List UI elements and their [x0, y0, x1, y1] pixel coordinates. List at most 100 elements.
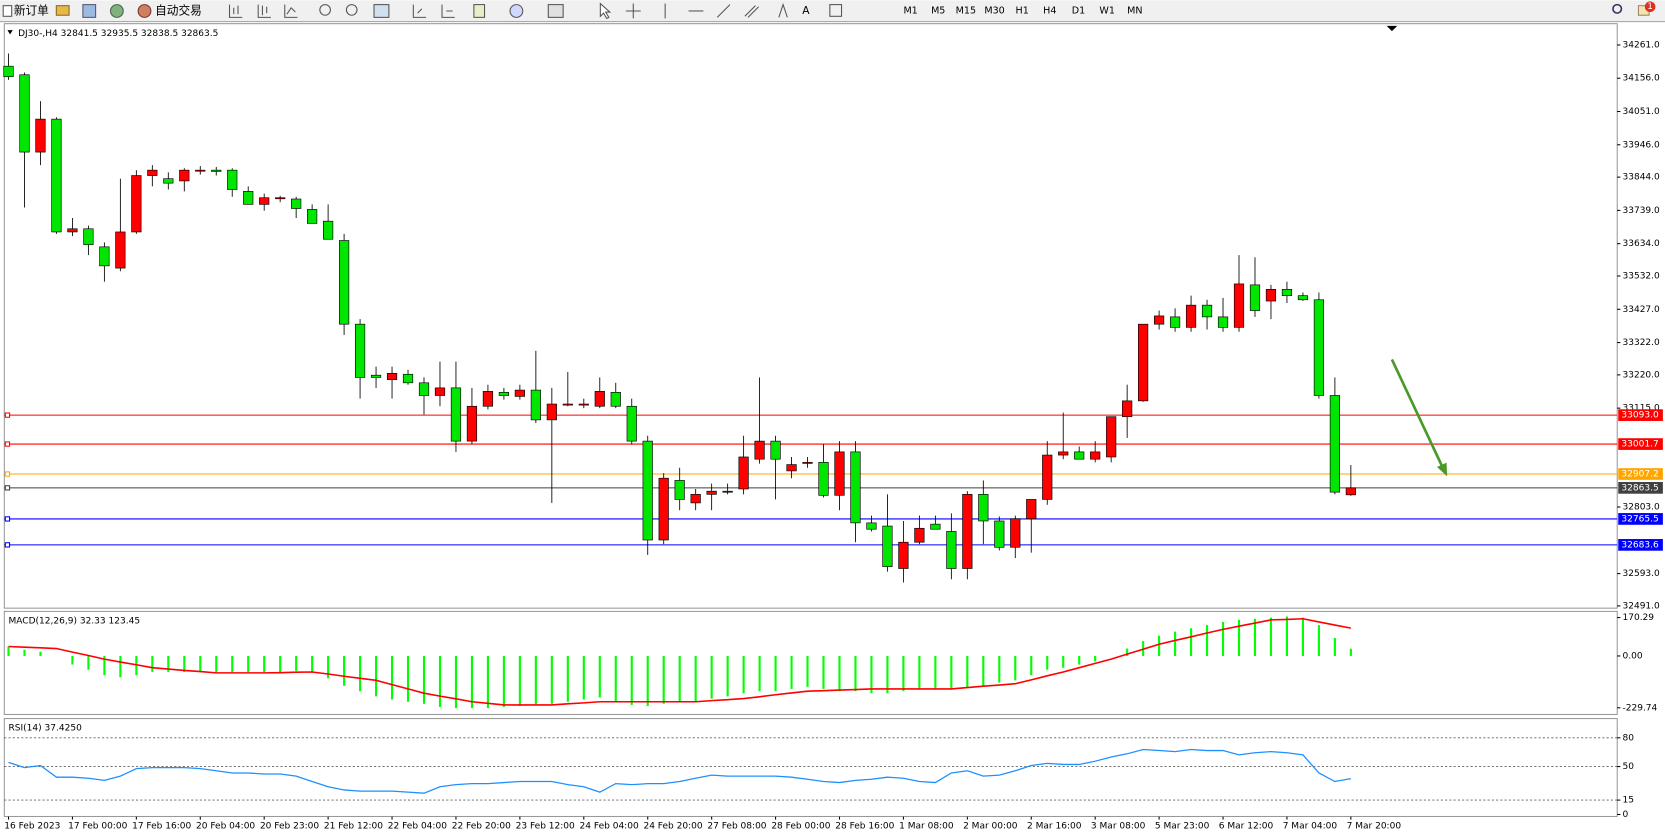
candle-body [930, 523, 941, 530]
x-tick-label: 1 Mar 08:00 [899, 821, 954, 831]
shift-marker [1386, 25, 1398, 32]
candle-body [211, 169, 222, 172]
candle-body [514, 389, 525, 397]
toolbar-icon[interactable] [82, 4, 97, 18]
y-tick-label: 33634.0 [1622, 239, 1660, 249]
panel-title: MACD(12,26,9) 32.33 123.45 [9, 616, 141, 626]
x-tick-label: 27 Feb 08:00 [707, 821, 766, 831]
new-order-icon[interactable] [2, 5, 13, 17]
y-tick-label: 34156.0 [1622, 74, 1660, 84]
candle-body [147, 169, 158, 176]
timeframe[interactable]: H4 [1043, 5, 1056, 16]
y-tick-label: 33427.0 [1622, 305, 1660, 315]
text-tool[interactable]: A [802, 4, 810, 17]
notification-count: 1 [1647, 2, 1652, 12]
candle-body [466, 405, 478, 442]
candle-body [914, 527, 925, 543]
candle-body [291, 198, 302, 209]
y-tick-label: 33220.0 [1622, 370, 1660, 380]
candle-body [1106, 416, 1117, 458]
level-label: 33093.0 [1621, 411, 1659, 421]
x-tick-label: 2 Mar 16:00 [1027, 821, 1082, 831]
candle-body [131, 175, 142, 233]
y-tick-label: 32803.0 [1622, 503, 1660, 513]
toolbar-icon[interactable] [55, 5, 70, 16]
x-tick-label: 3 Mar 08:00 [1091, 821, 1146, 831]
y-tick-label: 80 [1622, 733, 1634, 743]
candle-body [275, 197, 286, 200]
candle-body [690, 494, 701, 504]
y-tick-label: -229.74 [1622, 703, 1657, 713]
candle-body [658, 477, 669, 541]
candle-body [323, 220, 334, 240]
auto-trading[interactable]: 自动交易 [155, 3, 202, 17]
timeframe[interactable]: MN [1127, 5, 1142, 16]
candle-body [1185, 304, 1197, 328]
y-tick-label: 33739.0 [1622, 206, 1660, 216]
candle-body [642, 440, 653, 541]
notification-badge[interactable] [1644, 1, 1656, 13]
candle-body [962, 494, 973, 569]
candle-body [1122, 400, 1133, 418]
candle-body [594, 391, 605, 407]
timeframe[interactable]: D1 [1072, 5, 1085, 16]
level-label: 32863.5 [1621, 483, 1658, 493]
x-tick-label: 7 Mar 04:00 [1283, 821, 1338, 831]
tool-icons[interactable] [228, 2, 788, 20]
panel-title: DJ30-,H4 32841.5 32935.5 32838.5 32863.5 [18, 29, 218, 39]
candle-body [354, 323, 366, 378]
candle-body [1233, 283, 1245, 328]
level-label: 32765.5 [1621, 514, 1658, 524]
timeframe[interactable]: M15 [956, 5, 976, 16]
y-tick-label: 32491.0 [1622, 601, 1660, 611]
candle-body [1058, 451, 1069, 456]
candle-body [51, 118, 62, 233]
level-handle [4, 441, 11, 447]
y-tick-label: 33844.0 [1622, 173, 1660, 183]
y-tick-label: 34261.0 [1622, 40, 1660, 50]
candle-body [1154, 315, 1165, 325]
toolbar-icon[interactable] [109, 4, 124, 18]
y-tick-label: 0 [1622, 810, 1628, 820]
candle-body [227, 169, 238, 190]
new-order[interactable]: 新订单 [14, 3, 49, 17]
candle-body [99, 246, 110, 267]
y-tick-label: 34051.0 [1622, 107, 1660, 117]
timeframe[interactable]: M1 [903, 5, 917, 16]
panel-frame [3, 23, 1618, 609]
x-tick-label: 20 Feb 23:00 [260, 821, 319, 831]
candle-body [754, 440, 765, 460]
candle-body [1281, 288, 1293, 296]
x-tick-label: 23 Feb 12:00 [516, 821, 575, 831]
candle-body [1026, 499, 1037, 520]
timeframe[interactable]: M30 [984, 5, 1004, 16]
candle-body [1265, 288, 1277, 302]
candle-body [1345, 487, 1356, 496]
timeframe[interactable]: H1 [1016, 5, 1029, 16]
candle-body [1010, 518, 1021, 548]
candle-body [1138, 323, 1149, 402]
y-tick-label: 33115.0 [1622, 404, 1660, 414]
panel-frame [3, 610, 1618, 715]
candle-body [1313, 299, 1325, 396]
y-tick-label: 33946.0 [1622, 140, 1660, 150]
chart-area [0, 22, 1665, 838]
search-icon[interactable] [1612, 3, 1623, 14]
label-tool[interactable] [829, 4, 843, 17]
candle-body [866, 522, 877, 530]
candle-body [163, 178, 174, 184]
candle-body [450, 387, 462, 442]
timeframe[interactable]: M5 [931, 5, 945, 16]
level-handle [4, 412, 11, 418]
level-handle [4, 542, 11, 548]
timeframe[interactable]: W1 [1099, 5, 1115, 16]
x-tick-label: 28 Feb 16:00 [835, 821, 894, 831]
candle-body [546, 403, 557, 421]
y-tick-label: 0.00 [1622, 651, 1642, 661]
auto-trading-icon[interactable] [137, 4, 152, 18]
x-tick-label: 22 Feb 20:00 [452, 821, 511, 831]
candle-body [1169, 316, 1181, 328]
menu-triangle[interactable] [7, 30, 13, 35]
